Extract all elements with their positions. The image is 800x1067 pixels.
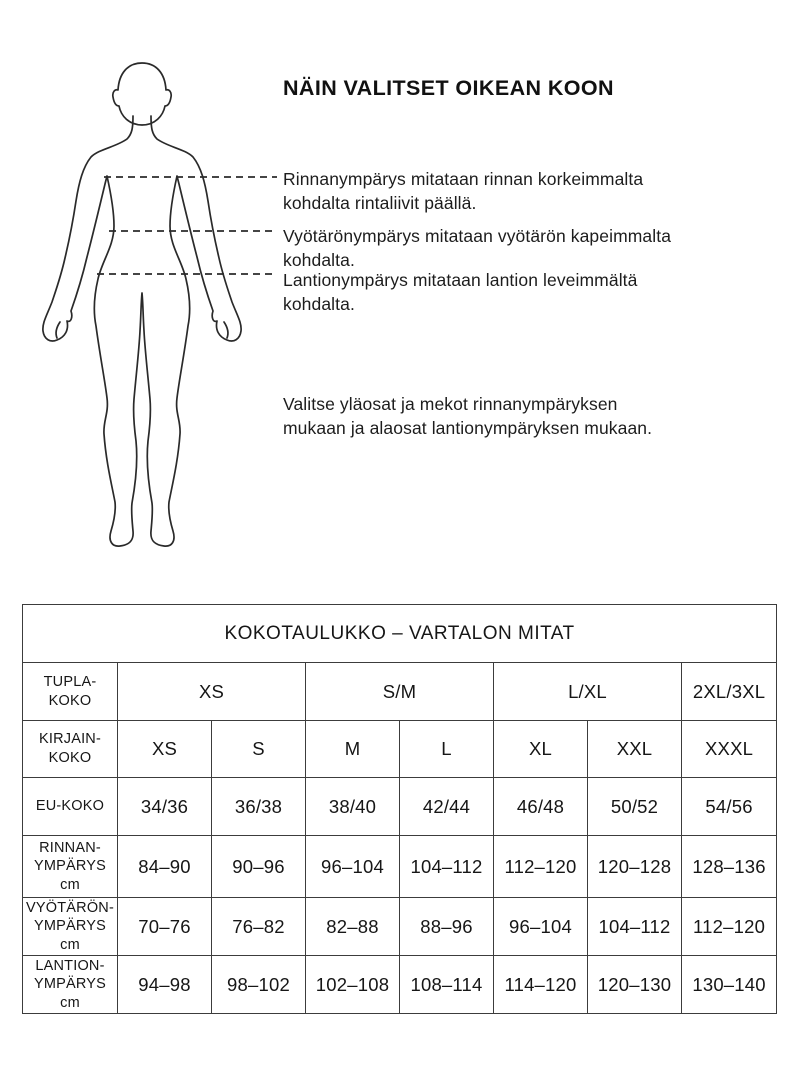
size-cell: M (305, 720, 400, 778)
size-cell: 104–112 (587, 897, 682, 956)
size-cell: 70–76 (117, 897, 212, 956)
size-cell: 108–114 (399, 955, 494, 1014)
size-cell: 112–120 (680, 897, 778, 956)
size-cell: 38/40 (305, 777, 400, 836)
hip-measure-note: Lantionympärys mitataan lantion leveimmä… (283, 270, 638, 314)
size-cell: 50/52 (587, 777, 682, 836)
double-size-row: TUPLA- KOKO XS S/M L/XL 2XL/3XL (22, 662, 778, 721)
letter-size-row: KIRJAIN- KOKO XS S M L XL XXL XXXL (22, 720, 778, 778)
left-thumb-line (55, 321, 61, 339)
size-cell: 104–112 (399, 835, 494, 898)
size-choice-advice-note: Valitse yläosat ja mekot rinnanympärykse… (283, 394, 653, 438)
size-cell: 88–96 (399, 897, 494, 956)
size-cell: L/XL (493, 662, 682, 721)
size-cell: 82–88 (305, 897, 400, 956)
size-cell: 2XL/3XL (680, 662, 778, 721)
size-cell: XXL (587, 720, 682, 778)
size-cell: S (211, 720, 306, 778)
size-cell: 90–96 (211, 835, 306, 898)
size-cell: 54/56 (680, 777, 778, 836)
size-cell: 102–108 (305, 955, 400, 1014)
size-cell: 34/36 (117, 777, 212, 836)
size-cell: 98–102 (211, 955, 306, 1014)
row-label-double-size: TUPLA- KOKO (22, 662, 118, 721)
right-thumb-line (223, 321, 229, 339)
row-label-waist: VYÖTÄRÖN- YMPÄRYS cm (22, 897, 118, 956)
size-cell: 96–104 (305, 835, 400, 898)
size-cell: XS (117, 662, 306, 721)
size-cell: 130–140 (680, 955, 778, 1014)
size-cell: 84–90 (117, 835, 212, 898)
size-cell: XS (117, 720, 212, 778)
size-cell: 76–82 (211, 897, 306, 956)
size-cell: L (399, 720, 494, 778)
body-figure-illustration (42, 62, 277, 547)
size-cell: XL (493, 720, 588, 778)
row-label-eu-size: EU-KOKO (22, 777, 118, 836)
row-label-bust: RINNAN- YMPÄRYS cm (22, 835, 118, 898)
size-cell: 120–128 (587, 835, 682, 898)
size-cell: XXXL (680, 720, 778, 778)
size-cell: 120–130 (587, 955, 682, 1014)
row-label-hip: LANTION- YMPÄRYS cm (22, 955, 118, 1014)
size-cell: 46/48 (493, 777, 588, 836)
size-chart-table: KOKOTAULUKKO – VARTALON MITAT TUPLA- KOK… (21, 604, 778, 1014)
size-cell: S/M (305, 662, 494, 721)
waist-measure-note: Vyötärönympärys mitataan vyötärön kapeim… (283, 226, 672, 270)
head-outline-path (111, 62, 173, 126)
table-title: KOKOTAULUKKO – VARTALON MITAT (21, 604, 778, 663)
hip-circumference-row: LANTION- YMPÄRYS cm 94–98 98–102 102–108… (22, 955, 778, 1014)
row-label-letter-size: KIRJAIN- KOKO (22, 720, 118, 778)
size-cell: 36/38 (211, 777, 306, 836)
body-outline-path (42, 115, 242, 547)
size-cell: 96–104 (493, 897, 588, 956)
page-title: NÄIN VALITSET OIKEAN KOON (283, 76, 614, 100)
waist-circumference-row: VYÖTÄRÖN- YMPÄRYS cm 70–76 76–82 82–88 8… (22, 897, 778, 956)
size-cell: 114–120 (493, 955, 588, 1014)
size-cell: 128–136 (680, 835, 778, 898)
size-cell: 94–98 (117, 955, 212, 1014)
bust-measure-note: Rinnanympärys mitataan rinnan korkeimmal… (283, 169, 644, 213)
size-cell: 42/44 (399, 777, 494, 836)
table-title-row: KOKOTAULUKKO – VARTALON MITAT (21, 604, 778, 663)
bust-circumference-row: RINNAN- YMPÄRYS cm 84–90 90–96 96–104 10… (22, 835, 778, 898)
size-cell: 112–120 (493, 835, 588, 898)
eu-size-row: EU-KOKO 34/36 36/38 38/40 42/44 46/48 50… (22, 777, 778, 836)
